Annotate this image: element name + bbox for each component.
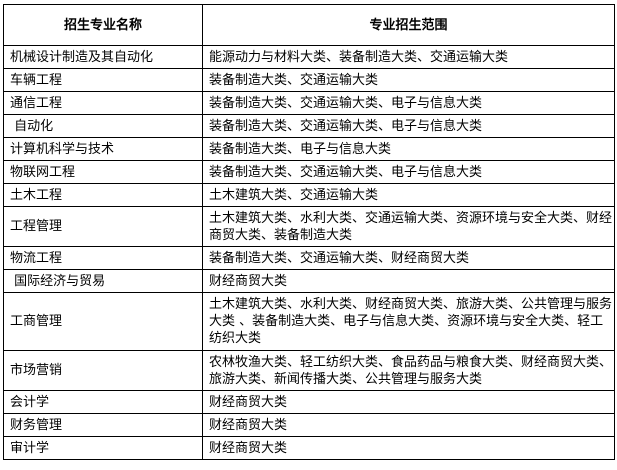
header-enrollment-scope: 专业招生范围: [202, 4, 615, 46]
enrollment-scope-cell: 土木建筑大类、水利大类、财经商贸大类、旅游大类、公共管理与服务大类 、装备制造大…: [202, 292, 615, 351]
table-row: 工商管理 土木建筑大类、水利大类、财经商贸大类、旅游大类、公共管理与服务大类 、装…: [3, 292, 615, 351]
table-row: 车辆工程 装备制造大类、交通运输大类: [3, 68, 615, 92]
table-row: 土木工程 土木建筑大类、交通运输大类: [3, 183, 615, 207]
table-row: 计算机科学与技术 装备制造大类、电子与信息大类: [3, 137, 615, 161]
major-name-cell: 通信工程: [3, 91, 203, 115]
enrollment-scope-cell: 土木建筑大类、水利大类、交通运输大类、资源环境与安全大类、财经商贸大类、装备制造…: [202, 206, 615, 247]
enrollment-scope-cell: 财经商贸大类: [202, 269, 615, 293]
table-row: 财务管理 财经商贸大类: [3, 413, 615, 437]
table-row: 通信工程 装备制造大类、交通运输大类、电子与信息大类: [3, 91, 615, 115]
enrollment-scope-cell: 装备制造大类、交通运输大类、财经商贸大类: [202, 246, 615, 270]
enrollment-scope-cell: 装备制造大类、电子与信息大类: [202, 137, 615, 161]
table-row: 市场营销 农林牧渔大类、轻工纺织大类、食品药品与粮食大类、财经商贸大类、旅游大类、…: [3, 350, 615, 391]
enrollment-scope-cell: 财经商贸大类: [202, 390, 615, 414]
header-major-name: 招生专业名称: [3, 4, 203, 46]
table-row: 审计学 财经商贸大类: [3, 436, 615, 460]
major-name-cell: 审计学: [3, 436, 203, 460]
table-header-row: 招生专业名称 专业招生范围: [3, 4, 615, 46]
major-name-cell: 工程管理: [3, 206, 203, 247]
major-name-cell: 计算机科学与技术: [3, 137, 203, 161]
enrollment-scope-cell: 财经商贸大类: [202, 436, 615, 460]
enrollment-scope-cell: 能源动力与材料大类、装备制造大类、交通运输大类: [202, 45, 615, 69]
table-row: 物联网工程 装备制造大类、交通运输大类、电子与信息大类: [3, 160, 615, 184]
enrollment-scope-cell: 农林牧渔大类、轻工纺织大类、食品药品与粮食大类、财经商贸大类、旅游大类、新闻传播…: [202, 350, 615, 391]
enrollment-scope-cell: 土木建筑大类、交通运输大类: [202, 183, 615, 207]
table-body: 机械设计制造及其自动化 能源动力与材料大类、装备制造大类、交通运输大类 车辆工程 装备…: [3, 45, 615, 460]
enrollment-scope-cell: 装备制造大类、交通运输大类、电子与信息大类: [202, 91, 615, 115]
enrollment-scope-table: 招生专业名称 专业招生范围 机械设计制造及其自动化 能源动力与材料大类、装备制造大…: [3, 4, 615, 460]
major-name-cell: 土木工程: [3, 183, 203, 207]
major-name-cell: 车辆工程: [3, 68, 203, 92]
table-row: 自动化 装备制造大类、交通运输大类、电子与信息大类: [3, 114, 615, 138]
enrollment-scope-cell: 装备制造大类、交通运输大类、电子与信息大类: [202, 114, 615, 138]
table-row: 工程管理 土木建筑大类、水利大类、交通运输大类、资源环境与安全大类、财经商贸大类、…: [3, 206, 615, 247]
table-row: 机械设计制造及其自动化 能源动力与材料大类、装备制造大类、交通运输大类: [3, 45, 615, 69]
enrollment-scope-cell: 装备制造大类、交通运输大类、电子与信息大类: [202, 160, 615, 184]
major-name-cell: 市场营销: [3, 350, 203, 391]
major-name-cell: 国际经济与贸易: [3, 269, 203, 293]
major-name-cell: 财务管理: [3, 413, 203, 437]
major-name-cell: 机械设计制造及其自动化: [3, 45, 203, 69]
table-row: 物流工程 装备制造大类、交通运输大类、财经商贸大类: [3, 246, 615, 270]
major-name-cell: 工商管理: [3, 292, 203, 351]
major-name-cell: 物联网工程: [3, 160, 203, 184]
enrollment-scope-cell: 装备制造大类、交通运输大类: [202, 68, 615, 92]
enrollment-scope-cell: 财经商贸大类: [202, 413, 615, 437]
table-row: 会计学 财经商贸大类: [3, 390, 615, 414]
major-name-cell: 物流工程: [3, 246, 203, 270]
major-name-cell: 会计学: [3, 390, 203, 414]
major-name-cell: 自动化: [3, 114, 203, 138]
table-row: 国际经济与贸易 财经商贸大类: [3, 269, 615, 293]
